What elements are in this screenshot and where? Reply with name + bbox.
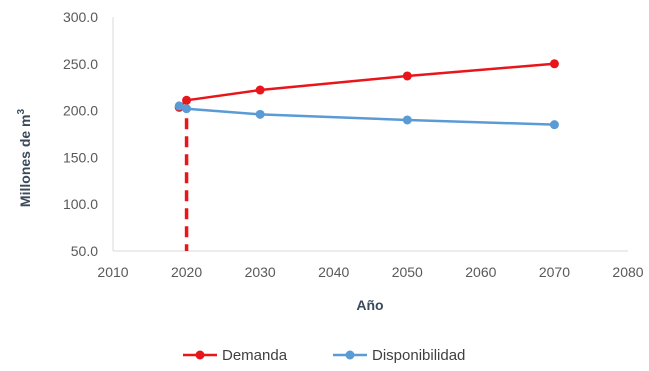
- data-point-demanda: [549, 59, 559, 69]
- legend: Demanda Disponibilidad: [183, 347, 465, 364]
- x-axis-title: Año: [356, 297, 383, 313]
- series-lines-group: [178, 62, 555, 126]
- data-point-demanda: [402, 71, 412, 81]
- data-point-disponibilidad: [255, 109, 265, 119]
- y-tick-label: 150.0: [63, 149, 98, 165]
- data-point-disponibilidad: [182, 104, 192, 114]
- x-tick-label: 2030: [245, 264, 276, 280]
- y-axis-title: Millones de m3: [16, 108, 33, 207]
- x-tick-label: 2070: [539, 264, 570, 280]
- y-tick-label: 300.0: [63, 9, 98, 25]
- series-line-disponibilidad: [178, 104, 555, 126]
- y-tick-label: 200.0: [63, 103, 98, 119]
- y-tick-label: 50.0: [71, 243, 98, 259]
- data-point-disponibilidad: [174, 101, 184, 111]
- y-axis-title-main: Millones de m: [17, 114, 33, 207]
- axes-group: [112, 17, 628, 252]
- legend-marker-disponibilidad: [345, 350, 355, 360]
- y-tick-label: 100.0: [63, 196, 98, 212]
- data-point-disponibilidad: [402, 115, 412, 125]
- x-tick-label: 2040: [318, 264, 349, 280]
- legend-marker-demanda: [195, 350, 205, 360]
- y-tick-label: 250.0: [63, 56, 98, 72]
- legend-label-demanda: Demanda: [222, 347, 288, 364]
- series-points-group: [174, 59, 559, 130]
- tick-labels-group: 2010 2020 2030 2040 2050 2060 2070 2080 50.0 100.…: [63, 9, 644, 280]
- x-tick-label: 2010: [97, 264, 128, 280]
- legend-label-disponibilidad: Disponibilidad: [372, 347, 465, 364]
- data-point-demanda: [255, 85, 265, 95]
- y-axis-title-superscript: 3: [16, 108, 27, 114]
- x-tick-label: 2050: [392, 264, 423, 280]
- x-tick-label: 2020: [171, 264, 202, 280]
- series-line-demanda: [178, 62, 555, 109]
- x-tick-label: 2080: [612, 264, 643, 280]
- data-point-disponibilidad: [549, 120, 559, 130]
- x-tick-label: 2060: [465, 264, 496, 280]
- data-point-demanda: [182, 95, 192, 105]
